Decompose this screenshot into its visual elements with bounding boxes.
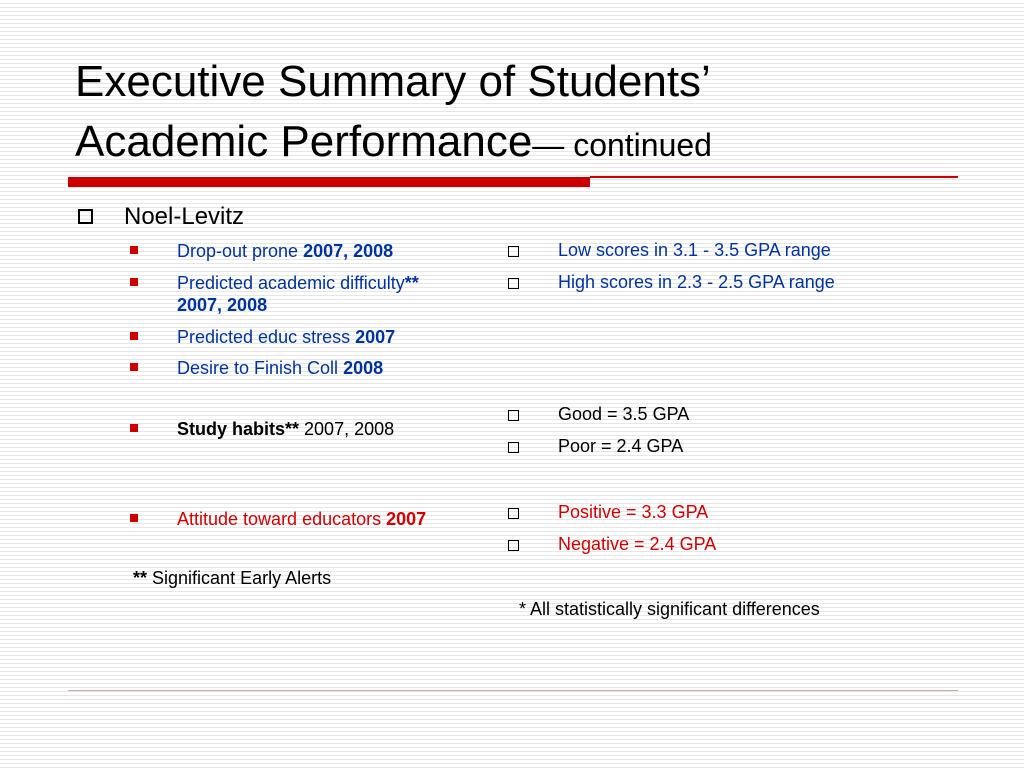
footnote-early-alerts: ** Significant Early Alerts: [133, 568, 331, 589]
left-item-years: 2007: [386, 509, 427, 529]
footer-divider: [68, 690, 958, 691]
title-line-2: Academic Performance— continued: [75, 112, 975, 175]
checkbox-bullet-icon: [508, 278, 519, 289]
square-bullet-icon: [130, 332, 138, 340]
slide-title: Executive Summary of Students’ Academic …: [75, 52, 975, 175]
right-item-text: Negative = 2.4 GPA: [558, 534, 717, 554]
title-suffix: — continued: [532, 127, 712, 163]
left-item-years: 2007, 2008: [299, 419, 395, 439]
right-item-text: High scores in 2.3 - 2.5 GPA range: [558, 272, 835, 292]
left-item-years: 2007, 2008: [177, 295, 268, 315]
left-item-educ-stress: Predicted educ stress 2007: [130, 326, 500, 350]
right-item-text: Poor = 2.4 GPA: [558, 436, 684, 456]
right-item-text: Good = 3.5 GPA: [558, 404, 690, 424]
left-item-text: Predicted academic difficulty: [177, 273, 405, 293]
left-item-study-habits: Study habits** 2007, 2008: [130, 418, 500, 442]
left-item-years: 2008: [343, 358, 384, 378]
left-item-label: Study habits**: [177, 419, 300, 439]
left-item-text: Drop-out prone: [177, 241, 304, 261]
title-line-2-main: Academic Performance: [75, 117, 533, 166]
right-item-low-scores: Low scores in 3.1 - 3.5 GPA range: [508, 239, 928, 263]
checkbox-bullet-icon: [78, 209, 93, 224]
left-item-attitude: Attitude toward educators 2007: [130, 508, 500, 532]
title-underline-thin: [590, 176, 958, 178]
right-item-positive: Positive = 3.3 GPA: [508, 501, 928, 525]
left-item-desire-finish: Desire to Finish Coll 2008: [130, 357, 500, 381]
footnote-significance: * All statistically significant differen…: [519, 599, 820, 619]
left-item-dropout: Drop-out prone 2007, 2008: [130, 240, 500, 264]
checkbox-bullet-icon: [508, 246, 519, 257]
right-item-text: Low scores in 3.1 - 3.5 GPA range: [558, 240, 831, 260]
right-item-high-scores: High scores in 2.3 - 2.5 GPA range: [508, 271, 928, 295]
checkbox-bullet-icon: [508, 508, 519, 519]
right-item-good: Good = 3.5 GPA: [508, 403, 928, 427]
left-item-mark: **: [404, 273, 419, 293]
square-bullet-icon: [130, 278, 138, 286]
main-bullet-label: Noel-Levitz: [124, 203, 245, 230]
right-item-negative: Negative = 2.4 GPA: [508, 533, 928, 557]
title-line-1: Executive Summary of Students’: [75, 57, 711, 106]
checkbox-bullet-icon: [508, 540, 519, 551]
left-item-text: Predicted educ stress: [177, 327, 356, 347]
left-item-text: Desire to Finish Coll: [177, 358, 344, 378]
square-bullet-icon: [130, 424, 138, 432]
footnote-mark: **: [133, 568, 148, 588]
right-item-poor: Poor = 2.4 GPA: [508, 435, 928, 459]
left-item-academic-difficulty: Predicted academic difficulty** 2007, 200…: [130, 272, 500, 320]
left-item-years: 2007, 2008: [303, 241, 394, 261]
title-underline-thick: [68, 177, 590, 187]
left-item-text: Attitude toward educators: [177, 509, 387, 529]
square-bullet-icon: [130, 363, 138, 371]
right-item-text: Positive = 3.3 GPA: [558, 502, 709, 522]
checkbox-bullet-icon: [508, 442, 519, 453]
square-bullet-icon: [130, 246, 138, 254]
left-item-years: 2007: [355, 327, 396, 347]
footnote-text: Significant Early Alerts: [147, 568, 332, 588]
square-bullet-icon: [130, 514, 138, 522]
checkbox-bullet-icon: [508, 410, 519, 421]
